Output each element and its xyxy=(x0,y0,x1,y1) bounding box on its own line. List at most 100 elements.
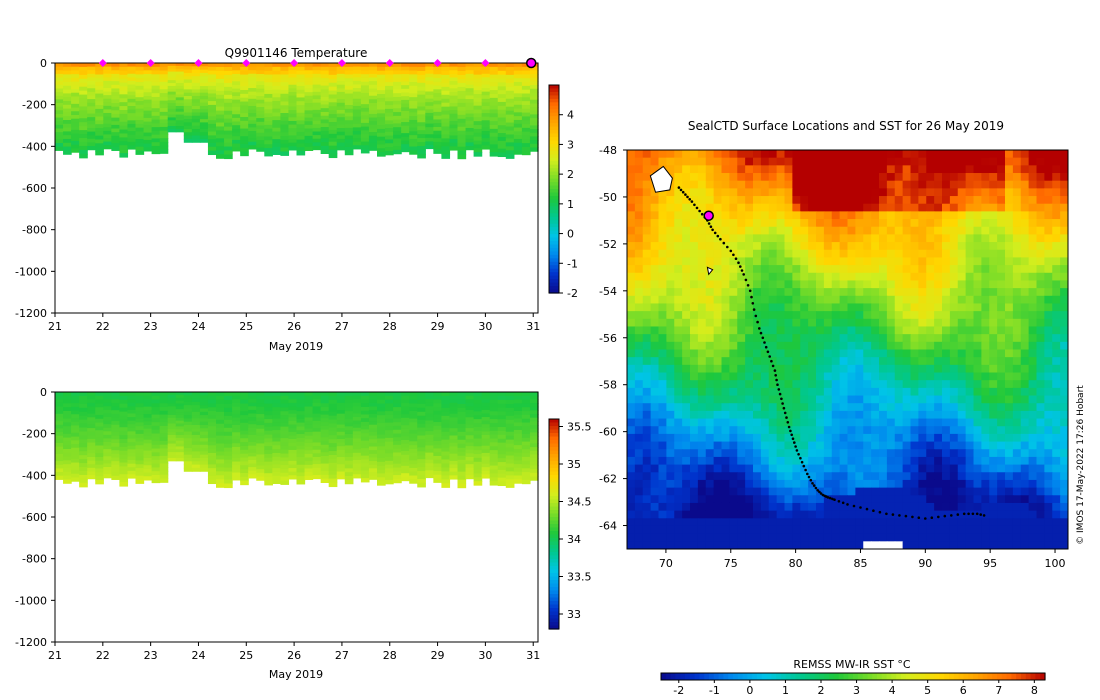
sst-cell xyxy=(902,395,912,404)
sst-cell xyxy=(776,165,786,174)
sst-cell xyxy=(768,272,778,281)
profile-cell xyxy=(449,124,459,129)
profile-cell xyxy=(433,437,442,442)
profile-cell xyxy=(393,429,402,435)
sst-cell xyxy=(957,357,967,366)
sst-cell xyxy=(934,341,943,350)
profile-cell xyxy=(360,463,370,468)
sst-cell xyxy=(760,387,770,397)
profile-cell xyxy=(191,72,201,77)
sst-cell xyxy=(823,372,833,381)
sst-cell xyxy=(705,288,715,297)
profile-cell xyxy=(127,88,137,93)
profile-cell xyxy=(328,102,338,107)
profile-cell xyxy=(135,471,145,477)
profile-cell xyxy=(489,453,499,459)
profile-cell xyxy=(127,120,137,125)
profile-cell xyxy=(216,455,225,461)
sst-cell xyxy=(1060,196,1069,205)
profile-cell xyxy=(103,420,112,425)
sst-cell xyxy=(847,150,856,159)
sst-cell xyxy=(753,364,762,374)
profile-cell xyxy=(135,422,145,427)
profile-cell xyxy=(183,451,193,456)
profile-cell xyxy=(505,78,515,84)
profile-cell xyxy=(87,138,96,144)
sst-cell xyxy=(721,219,730,228)
profile-cell xyxy=(95,70,104,76)
profile-cell xyxy=(103,95,112,100)
profile-cell xyxy=(55,468,64,473)
sst-cell xyxy=(1036,288,1045,297)
sst-cell xyxy=(1005,173,1014,182)
profile-cell xyxy=(360,429,370,434)
profile-cell xyxy=(409,407,418,412)
profile-cell xyxy=(159,414,169,419)
profile-cell xyxy=(521,135,531,140)
profile-cell xyxy=(296,422,306,428)
x-tick-label: 23 xyxy=(144,320,158,333)
sst-cell xyxy=(879,242,888,251)
profile-cell xyxy=(151,456,161,461)
sst-cell xyxy=(831,249,841,258)
sst-cell xyxy=(768,303,778,312)
profile-cell xyxy=(385,445,394,450)
sst-cell xyxy=(902,387,912,397)
profile-cell xyxy=(441,110,451,116)
profile-cell xyxy=(296,464,306,470)
sst-cell xyxy=(816,303,825,312)
profile-cell xyxy=(191,69,201,74)
profile-cell xyxy=(79,447,88,452)
profile-cell xyxy=(417,126,426,131)
sst-cell xyxy=(879,234,888,243)
sst-cell xyxy=(808,349,817,358)
profile-cell xyxy=(401,147,410,153)
sst-cell xyxy=(902,280,912,289)
profile-cell xyxy=(296,143,306,148)
profile-cell xyxy=(216,63,225,68)
profile-cell xyxy=(409,418,418,423)
sst-cell xyxy=(957,387,967,397)
profile-cell xyxy=(272,131,281,136)
profile-cell xyxy=(151,403,161,408)
profile-cell xyxy=(224,150,233,156)
profile-cell xyxy=(191,464,201,469)
sst-cell xyxy=(942,311,951,320)
profile-cell xyxy=(103,84,112,89)
sst-cell xyxy=(705,341,715,350)
sst-cell xyxy=(855,173,864,182)
sst-cell xyxy=(949,318,959,327)
profile-cell xyxy=(449,95,459,100)
profile-cell xyxy=(240,78,249,83)
sst-cell xyxy=(910,265,919,274)
sst-cell xyxy=(831,242,841,251)
profile-cell xyxy=(417,471,426,476)
profile-cell xyxy=(312,91,322,97)
sst-cell xyxy=(808,165,817,174)
sst-cell xyxy=(792,211,801,220)
sst-cell xyxy=(997,165,1006,174)
sst-cell xyxy=(910,165,919,174)
profile-cell xyxy=(417,463,426,468)
profile-cell xyxy=(216,392,225,397)
sst-cell xyxy=(729,334,738,343)
profile-cell xyxy=(473,152,483,157)
profile-cell xyxy=(256,392,265,397)
sst-cell xyxy=(760,311,770,320)
profile-cell xyxy=(119,106,129,111)
sst-cell xyxy=(989,334,998,343)
sst-cell xyxy=(792,242,801,251)
profile-cell xyxy=(360,436,370,442)
profile-cell xyxy=(232,147,241,152)
sst-cell xyxy=(1020,341,1030,350)
profile-cell xyxy=(344,146,354,152)
sst-cell xyxy=(816,226,825,235)
profile-cell xyxy=(71,114,80,120)
profile-cell xyxy=(344,120,354,125)
colorbar-segment xyxy=(549,604,559,609)
sst-cell xyxy=(745,349,754,358)
profile-cell xyxy=(385,449,394,454)
profile-cell xyxy=(377,78,386,83)
sst-cell xyxy=(879,311,888,320)
sst-cell xyxy=(800,249,809,258)
